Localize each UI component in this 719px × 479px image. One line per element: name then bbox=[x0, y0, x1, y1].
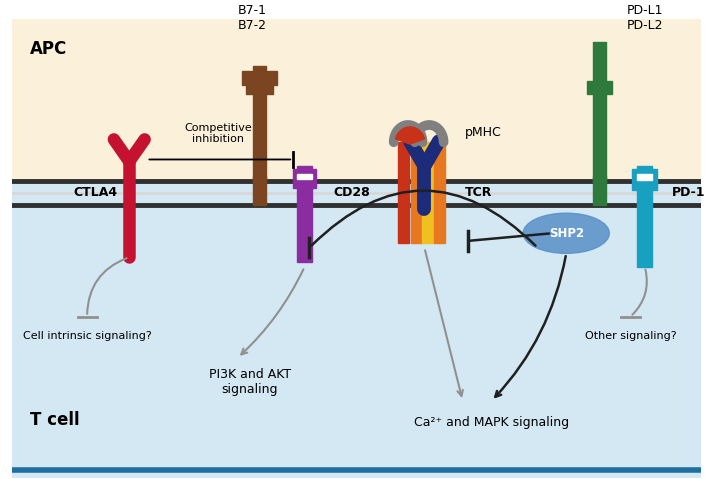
Text: CTLA4: CTLA4 bbox=[73, 185, 118, 199]
Text: Ca²⁺ and MAPK signaling: Ca²⁺ and MAPK signaling bbox=[414, 416, 569, 429]
Text: CD28: CD28 bbox=[334, 185, 370, 199]
Bar bbox=[398, 142, 409, 243]
Text: Competitive
inhibition: Competitive inhibition bbox=[185, 123, 252, 144]
Bar bbox=[593, 42, 606, 181]
Text: pMHC: pMHC bbox=[464, 126, 501, 139]
Text: PD-1: PD-1 bbox=[672, 185, 705, 199]
Bar bbox=[293, 169, 316, 188]
Bar bbox=[242, 71, 277, 85]
Bar bbox=[423, 142, 434, 243]
Bar bbox=[297, 174, 312, 179]
Text: Cell intrinsic signaling?: Cell intrinsic signaling? bbox=[23, 331, 152, 341]
Text: TCR: TCR bbox=[464, 185, 492, 199]
Bar bbox=[632, 169, 657, 190]
Bar bbox=[12, 19, 701, 181]
Ellipse shape bbox=[523, 213, 609, 253]
Bar bbox=[593, 176, 606, 205]
Bar bbox=[411, 142, 423, 243]
Bar bbox=[253, 176, 266, 205]
Bar bbox=[246, 77, 273, 94]
Text: PD-L1
PD-L2: PD-L1 PD-L2 bbox=[626, 4, 663, 32]
Polygon shape bbox=[395, 127, 425, 144]
Text: T cell: T cell bbox=[29, 411, 79, 429]
Text: APC: APC bbox=[29, 40, 67, 57]
Text: Other signaling?: Other signaling? bbox=[585, 331, 677, 341]
Bar bbox=[253, 66, 266, 181]
Bar bbox=[434, 142, 446, 243]
Text: PI3K and AKT
signaling: PI3K and AKT signaling bbox=[209, 368, 291, 396]
Bar bbox=[637, 166, 652, 267]
Bar bbox=[297, 166, 312, 262]
Text: SHP2: SHP2 bbox=[549, 227, 584, 240]
Bar bbox=[12, 181, 701, 478]
Bar bbox=[637, 174, 652, 180]
Bar bbox=[587, 81, 612, 94]
Text: B7-1
B7-2: B7-1 B7-2 bbox=[237, 4, 267, 32]
